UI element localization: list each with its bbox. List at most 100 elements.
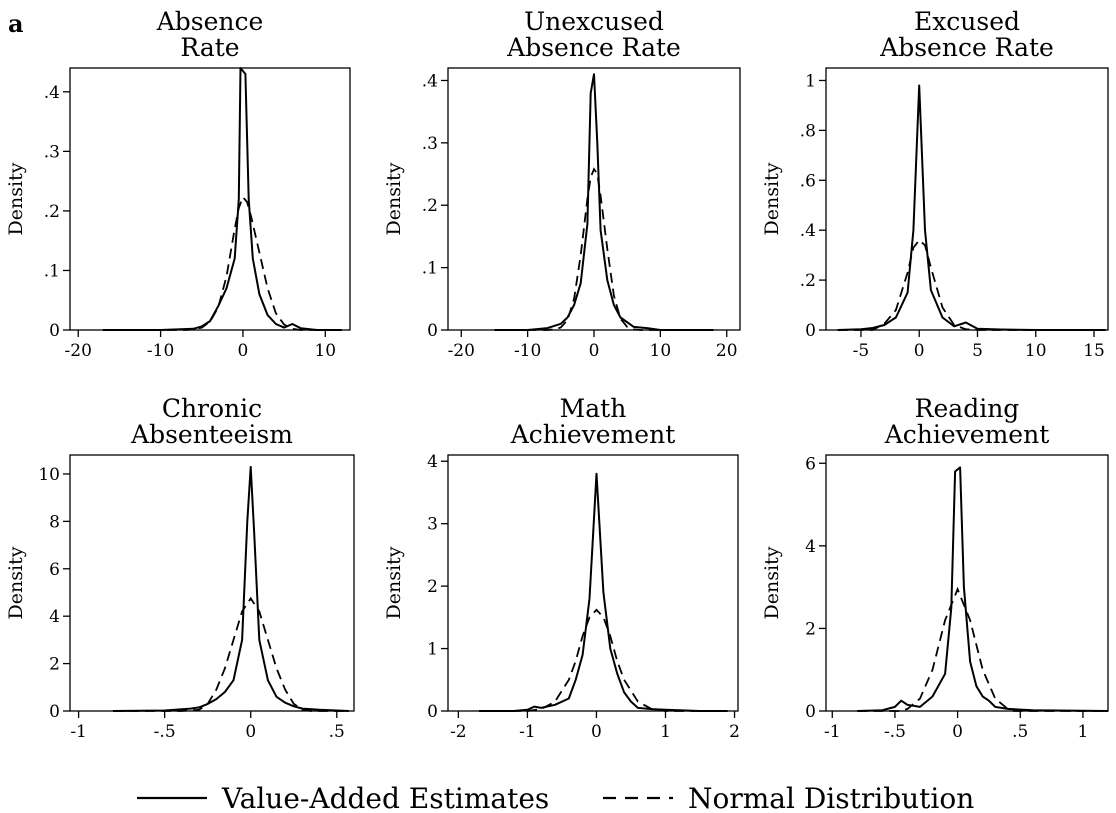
panel-2-xtick-label-4: 15	[1083, 341, 1105, 361]
panel-4-title-line-1: Achievement	[510, 420, 676, 449]
panel-5-title-line-1: Achievement	[884, 420, 1050, 449]
panel-1-ytick-label-0: 0	[427, 321, 438, 341]
panel-1-series-normal-distribution	[494, 167, 714, 331]
panel-3-xtick-label-1: -.5	[154, 722, 176, 742]
panel-3-xtick-label-2: 0	[245, 722, 256, 742]
panel-4-xtick-label-3: 1	[660, 722, 671, 742]
panel-3-title-line-0: Chronic	[162, 394, 262, 423]
panel-5-xtick-label-2: 0	[952, 722, 963, 742]
panel-5-plot-frame	[825, 454, 1109, 712]
panel-2-xtick-label-3: 10	[1025, 341, 1047, 361]
legend-label-value-added: Value-Added Estimates	[221, 782, 549, 813]
panel-3-series-value-added-estimates	[112, 465, 349, 712]
panel-4-ytick-label-4: 4	[427, 452, 438, 472]
panel-4-series-value-added-estimates	[479, 472, 728, 712]
panel-3-series-normal-distribution	[113, 596, 349, 712]
figure-corner-label: a	[8, 9, 24, 38]
panel-1-ytick-label-3: .3	[422, 134, 438, 154]
panel-3-ytick-label-0: 0	[49, 702, 60, 722]
panel-1-ytick-label-2: .2	[422, 196, 438, 216]
panel-1-xtick-label-0: -20	[448, 341, 475, 361]
panel-4-title-line-0: Math	[560, 394, 627, 423]
panel-4-ytick-label-2: 2	[427, 577, 438, 597]
panel-2-series-value-added-estimates	[837, 84, 1106, 331]
panel-1-series-value-added-estimates	[494, 73, 714, 331]
panel-2-xtick-label-2: 5	[972, 341, 983, 361]
panel-5-series-normal-distribution	[857, 586, 1108, 712]
panel-4-plot-frame	[447, 454, 739, 712]
panel-4-ytick-label-1: 1	[427, 640, 438, 660]
panel-0-ylabel: Density	[5, 162, 27, 235]
panel-4-ytick-label-3: 3	[427, 515, 438, 535]
panel-1-title-line-1: Absence Rate	[506, 33, 681, 62]
panel-0-xtick-label-2: 0	[238, 341, 249, 361]
panel-3-ytick-label-3: 6	[49, 560, 60, 580]
panel-5-ylabel: Density	[761, 546, 783, 619]
panel-4-series-normal-distribution	[479, 608, 728, 712]
panel-2-xtick-label-1: 0	[914, 341, 925, 361]
panel-5-xtick-label-1: -.5	[884, 722, 906, 742]
panel-3-ytick-label-2: 4	[49, 607, 60, 627]
panel-1-xtick-label-4: 20	[716, 341, 738, 361]
legend-label-normal: Normal Distribution	[688, 782, 974, 813]
panel-2-ytick-label-5: 1	[805, 71, 816, 91]
panel-4-xtick-label-4: 2	[729, 722, 740, 742]
panel-3-plot-frame	[69, 454, 355, 712]
panel-2-title-line-1: Absence Rate	[879, 33, 1054, 62]
panel-0-ytick-label-1: .1	[44, 261, 60, 281]
panel-1-xtick-label-1: -10	[514, 341, 541, 361]
panel-0-title-line-0: Absence	[156, 7, 264, 36]
panel-0-ytick-label-4: .4	[44, 83, 60, 103]
panel-5-xtick-label-3: .5	[1012, 722, 1028, 742]
panel-2-title-line-0: Excused	[914, 7, 1020, 36]
panel-3-ytick-label-1: 2	[49, 655, 60, 675]
panel-5-ytick-label-2: 4	[805, 537, 816, 557]
panel-0-plot-frame	[69, 67, 351, 331]
panel-3-xtick-label-0: -1	[70, 722, 87, 742]
panel-2-ytick-label-3: .6	[800, 171, 816, 191]
panel-3-xtick-label-3: .5	[329, 722, 345, 742]
panel-1-plot-frame	[447, 67, 741, 331]
panel-2-ytick-label-2: .4	[800, 221, 816, 241]
panel-1-xtick-label-3: 10	[650, 341, 672, 361]
panel-4-xtick-label-0: -2	[450, 722, 467, 742]
panel-5-title-line-0: Reading	[915, 394, 1020, 423]
panel-0-xtick-label-3: 10	[314, 341, 336, 361]
panel-5-ytick-label-3: 6	[805, 454, 816, 474]
panel-0-title-line-1: Rate	[180, 33, 239, 62]
panel-5-ytick-label-0: 0	[805, 702, 816, 722]
panel-0-xtick-label-0: -20	[65, 341, 92, 361]
panel-2-ytick-label-1: .2	[800, 271, 816, 291]
panel-1-xtick-label-2: 0	[589, 341, 600, 361]
panel-1-ylabel: Density	[383, 162, 405, 235]
legend: Value-Added Estimates Normal Distributio…	[137, 782, 974, 813]
panel-0-ytick-label-2: .2	[44, 202, 60, 222]
panel-3-title-line-1: Absenteeism	[130, 420, 293, 449]
panel-1-ytick-label-4: .4	[422, 71, 438, 91]
panel-2-ylabel: Density	[761, 162, 783, 235]
panel-3-ytick-label-4: 8	[49, 512, 60, 532]
panel-2-series-normal-distribution	[837, 238, 1106, 331]
panel-0-series-value-added-estimates	[102, 67, 342, 331]
panel-2-xtick-label-0: -5	[853, 341, 870, 361]
panel-5-series-value-added-estimates	[857, 466, 1109, 712]
panel-5-ytick-label-1: 2	[805, 619, 816, 639]
panel-0-ytick-label-0: 0	[49, 321, 60, 341]
panel-5-xtick-label-4: 1	[1078, 722, 1089, 742]
panel-1-title-line-0: Unexcused	[524, 7, 664, 36]
panel-2-plot-frame	[825, 67, 1109, 331]
panel-4-ylabel: Density	[383, 546, 405, 619]
panel-0-series-normal-distribution	[102, 195, 342, 331]
panel-2-ytick-label-4: .8	[800, 121, 816, 141]
panel-1-ytick-label-1: .1	[422, 259, 438, 279]
panel-0-ytick-label-3: .3	[44, 142, 60, 162]
panel-0-xtick-label-1: -10	[147, 341, 174, 361]
panel-5-xtick-label-0: -1	[824, 722, 841, 742]
